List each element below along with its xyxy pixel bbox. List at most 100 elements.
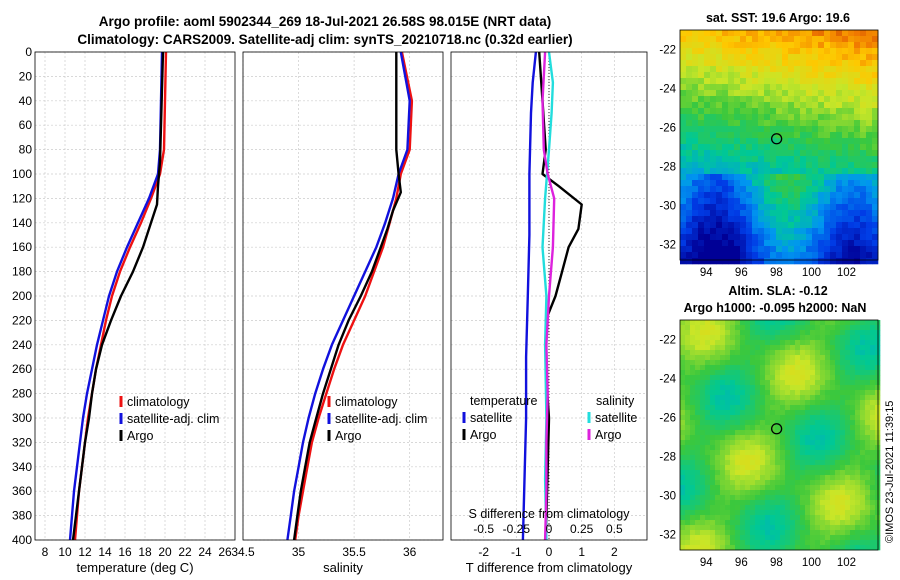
- map-cell: [805, 375, 811, 381]
- chart-title-line2: Climatology: CARS2009. Satellite-adj cli…: [77, 32, 573, 47]
- map-cell: [752, 30, 759, 37]
- map-cell: [866, 162, 873, 169]
- map-cell: [790, 425, 796, 431]
- map-cell: [805, 520, 811, 526]
- map-cell: [725, 345, 731, 351]
- map-cell: [770, 66, 777, 73]
- map-cell: [705, 480, 711, 486]
- map-cell: [746, 198, 753, 205]
- map-cell: [830, 168, 837, 175]
- map-cell: [812, 66, 819, 73]
- map-cell: [788, 216, 795, 223]
- y-tick-label: 180: [12, 265, 32, 279]
- map-cell: [725, 410, 731, 416]
- map-cell: [820, 355, 826, 361]
- map-cell: [680, 246, 687, 253]
- map-cell: [775, 450, 781, 456]
- map-cell: [770, 90, 777, 97]
- map-cell: [815, 435, 821, 441]
- map-cell: [788, 210, 795, 217]
- map-cell: [710, 210, 717, 217]
- map-cell: [825, 350, 831, 356]
- map-cell: [740, 330, 746, 336]
- map-cell: [860, 210, 867, 217]
- x-tick-label: -2: [478, 545, 489, 559]
- map-cell: [725, 480, 731, 486]
- map-cell: [685, 425, 691, 431]
- map-cell: [764, 210, 771, 217]
- map-cell: [710, 120, 717, 127]
- map-cell: [788, 60, 795, 67]
- map-cell: [760, 360, 766, 366]
- map-cell: [740, 490, 746, 496]
- map-cell: [680, 485, 686, 491]
- map-cell: [836, 84, 843, 91]
- map-cell: [770, 48, 777, 55]
- map-cell: [805, 540, 811, 546]
- map-cell: [870, 545, 876, 551]
- map-cell: [788, 120, 795, 127]
- map-cell: [760, 530, 766, 536]
- map-cell: [794, 72, 801, 79]
- map-cell: [695, 470, 701, 476]
- map-cell: [855, 440, 861, 446]
- map-cell: [850, 370, 856, 376]
- map-cell: [860, 475, 866, 481]
- map-cell: [725, 535, 731, 541]
- map-cell: [855, 340, 861, 346]
- map-cell: [745, 490, 751, 496]
- map-cell: [690, 540, 696, 546]
- map-cell: [782, 150, 789, 157]
- map-cell: [855, 525, 861, 531]
- map-cell: [872, 84, 879, 91]
- map-cell: [810, 480, 816, 486]
- map-cell: [695, 345, 701, 351]
- legend-label: Argo: [595, 428, 621, 442]
- map-cell: [810, 435, 816, 441]
- map-cell: [695, 400, 701, 406]
- map-cell: [680, 345, 686, 351]
- map-cell: [710, 258, 717, 265]
- map-cell: [758, 60, 765, 67]
- map-cell: [720, 405, 726, 411]
- map-cell: [810, 485, 816, 491]
- map-cell: [740, 375, 746, 381]
- map-cell: [812, 84, 819, 91]
- map-cell: [722, 114, 729, 121]
- map-cell: [785, 525, 791, 531]
- map-cell: [854, 96, 861, 103]
- map-cell: [794, 60, 801, 67]
- map-cell: [855, 430, 861, 436]
- map-cell: [812, 252, 819, 259]
- map-cell: [795, 375, 801, 381]
- map-cell: [680, 435, 686, 441]
- map-cell: [716, 84, 723, 91]
- map-cell: [865, 385, 871, 391]
- map-cell: [715, 505, 721, 511]
- map-cell: [782, 96, 789, 103]
- map-cell: [848, 78, 855, 85]
- map-cell: [734, 252, 741, 259]
- map-cell: [740, 252, 747, 259]
- map-cell: [840, 350, 846, 356]
- map-cell: [780, 425, 786, 431]
- map-cell: [734, 180, 741, 187]
- map-cell: [820, 540, 826, 546]
- map-cell: [705, 420, 711, 426]
- map-cell: [692, 198, 699, 205]
- map-cell: [765, 375, 771, 381]
- map-cell: [860, 410, 866, 416]
- map-cell: [830, 545, 836, 551]
- map-cell: [800, 430, 806, 436]
- map-cell: [854, 258, 861, 265]
- map-cell: [860, 505, 866, 511]
- map-cell: [690, 525, 696, 531]
- map-cell: [710, 375, 716, 381]
- map-cell: [854, 54, 861, 61]
- map-cell: [830, 390, 836, 396]
- map-cell: [836, 156, 843, 163]
- map-cell: [845, 425, 851, 431]
- map-cell: [780, 400, 786, 406]
- map-cell: [824, 168, 831, 175]
- map-cell: [845, 465, 851, 471]
